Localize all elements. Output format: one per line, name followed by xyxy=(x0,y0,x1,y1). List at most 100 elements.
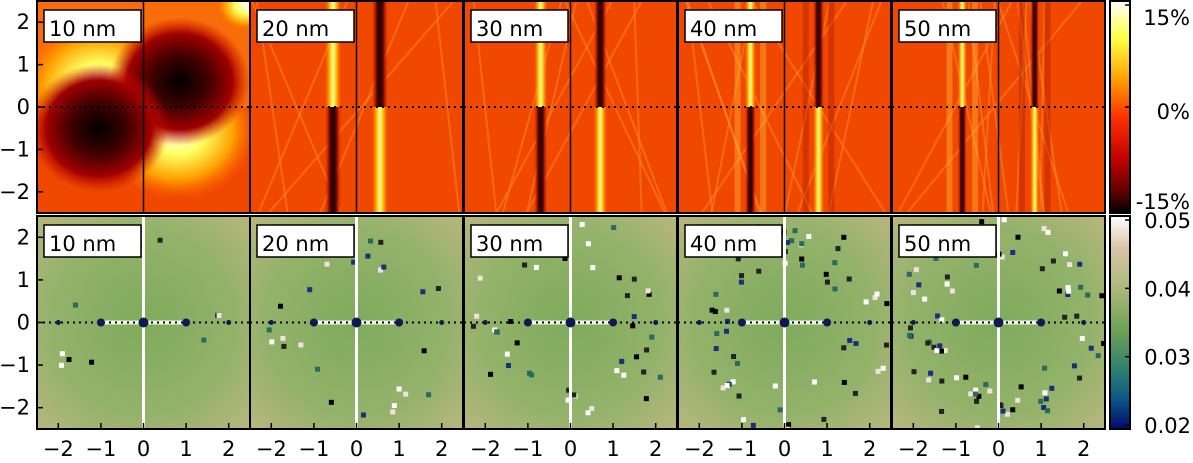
speckle xyxy=(853,341,859,347)
speckle xyxy=(913,267,919,273)
x-tick-label: 1 xyxy=(606,437,619,461)
speckle xyxy=(863,299,869,305)
speckle xyxy=(973,387,979,393)
panel-label-box xyxy=(898,224,997,258)
speckle xyxy=(713,291,719,297)
panel-label: 40 nm xyxy=(690,232,757,256)
dark-stripe xyxy=(813,1,825,107)
panel-label-box xyxy=(684,9,783,43)
speckle xyxy=(784,426,790,429)
speckle xyxy=(934,348,940,354)
x-tick-label: −1 xyxy=(85,437,116,461)
speckle xyxy=(711,369,717,375)
speckle xyxy=(852,390,858,396)
speckle xyxy=(616,275,622,281)
speckle xyxy=(1078,284,1084,290)
speckle xyxy=(983,381,989,387)
speckle xyxy=(277,303,283,309)
speckle xyxy=(1015,397,1021,403)
speckle xyxy=(1041,226,1047,232)
speckle xyxy=(939,408,945,414)
speckle xyxy=(426,392,432,398)
speckle xyxy=(1045,408,1051,414)
x-tick-label: 1 xyxy=(820,437,833,461)
speckle xyxy=(1039,266,1045,272)
panel-label: 30 nm xyxy=(476,17,543,41)
speckle xyxy=(811,379,817,385)
speckle xyxy=(562,255,568,261)
marker-point xyxy=(523,318,532,327)
speckle xyxy=(1041,405,1047,411)
speckle xyxy=(910,290,916,296)
speckle xyxy=(806,233,812,239)
speckle xyxy=(875,368,881,374)
panel-label-box xyxy=(470,224,569,258)
speckle xyxy=(315,366,321,372)
panel-label-box xyxy=(43,9,142,43)
speckle xyxy=(381,264,387,270)
speckle xyxy=(1001,217,1007,223)
speckle xyxy=(1042,365,1048,371)
speckle xyxy=(66,357,72,363)
speckle xyxy=(1099,293,1105,299)
speckle xyxy=(488,371,494,377)
speckle xyxy=(1010,407,1016,413)
speckle xyxy=(269,339,275,345)
speckle xyxy=(590,265,596,271)
panel-label: 10 nm xyxy=(49,232,116,256)
bottom-panel-2: 20 nm xyxy=(249,215,464,430)
colorbar-top-label: 0% xyxy=(1157,100,1190,124)
speckle xyxy=(799,241,805,247)
speckle xyxy=(846,276,852,282)
speckle xyxy=(1015,234,1021,240)
speckle xyxy=(735,256,741,262)
speckle xyxy=(477,275,483,281)
speckle xyxy=(777,407,783,413)
speckle xyxy=(883,342,889,348)
panel-label-box xyxy=(256,9,355,43)
speckle xyxy=(972,391,978,397)
speckle xyxy=(709,307,715,313)
speckle xyxy=(907,332,913,338)
speckle xyxy=(377,267,383,273)
speckle xyxy=(937,343,943,349)
speckle xyxy=(832,286,838,292)
marker-point xyxy=(823,318,832,327)
speckle xyxy=(963,374,969,380)
speckle xyxy=(926,377,932,383)
x-tick-label: 1 xyxy=(1034,437,1047,461)
speckle xyxy=(266,327,272,333)
y-tick-label: −2 xyxy=(0,396,30,420)
x-tick-label: −1 xyxy=(298,437,329,461)
speckle xyxy=(634,354,640,360)
speckle xyxy=(1066,288,1072,294)
speckle xyxy=(799,262,805,268)
speckle xyxy=(944,281,950,287)
speckle xyxy=(216,312,222,318)
y-tick-label: 2 xyxy=(17,10,30,34)
speckle xyxy=(280,335,286,341)
speckle xyxy=(942,348,948,354)
panel-label: 30 nm xyxy=(476,232,543,256)
marker-point xyxy=(653,320,659,325)
speckle xyxy=(713,346,719,352)
speckle xyxy=(738,279,744,285)
speckle xyxy=(933,255,939,261)
x-tick-label: 1 xyxy=(392,437,405,461)
speckle xyxy=(571,392,577,398)
speckle xyxy=(579,222,585,228)
x-tick-label: 2 xyxy=(222,437,235,461)
panel-label: 50 nm xyxy=(904,232,971,256)
speckle xyxy=(841,379,847,385)
marker-point xyxy=(138,317,149,328)
speckle xyxy=(470,323,476,329)
dark-stripe xyxy=(534,107,548,213)
speckle xyxy=(723,328,729,334)
hot-stripe xyxy=(744,1,756,107)
panel-label-box xyxy=(43,224,142,258)
speckle xyxy=(1095,353,1101,359)
speckle xyxy=(739,273,745,279)
speckle xyxy=(72,302,78,308)
speckle xyxy=(420,289,426,295)
dark-stripe xyxy=(957,107,967,213)
